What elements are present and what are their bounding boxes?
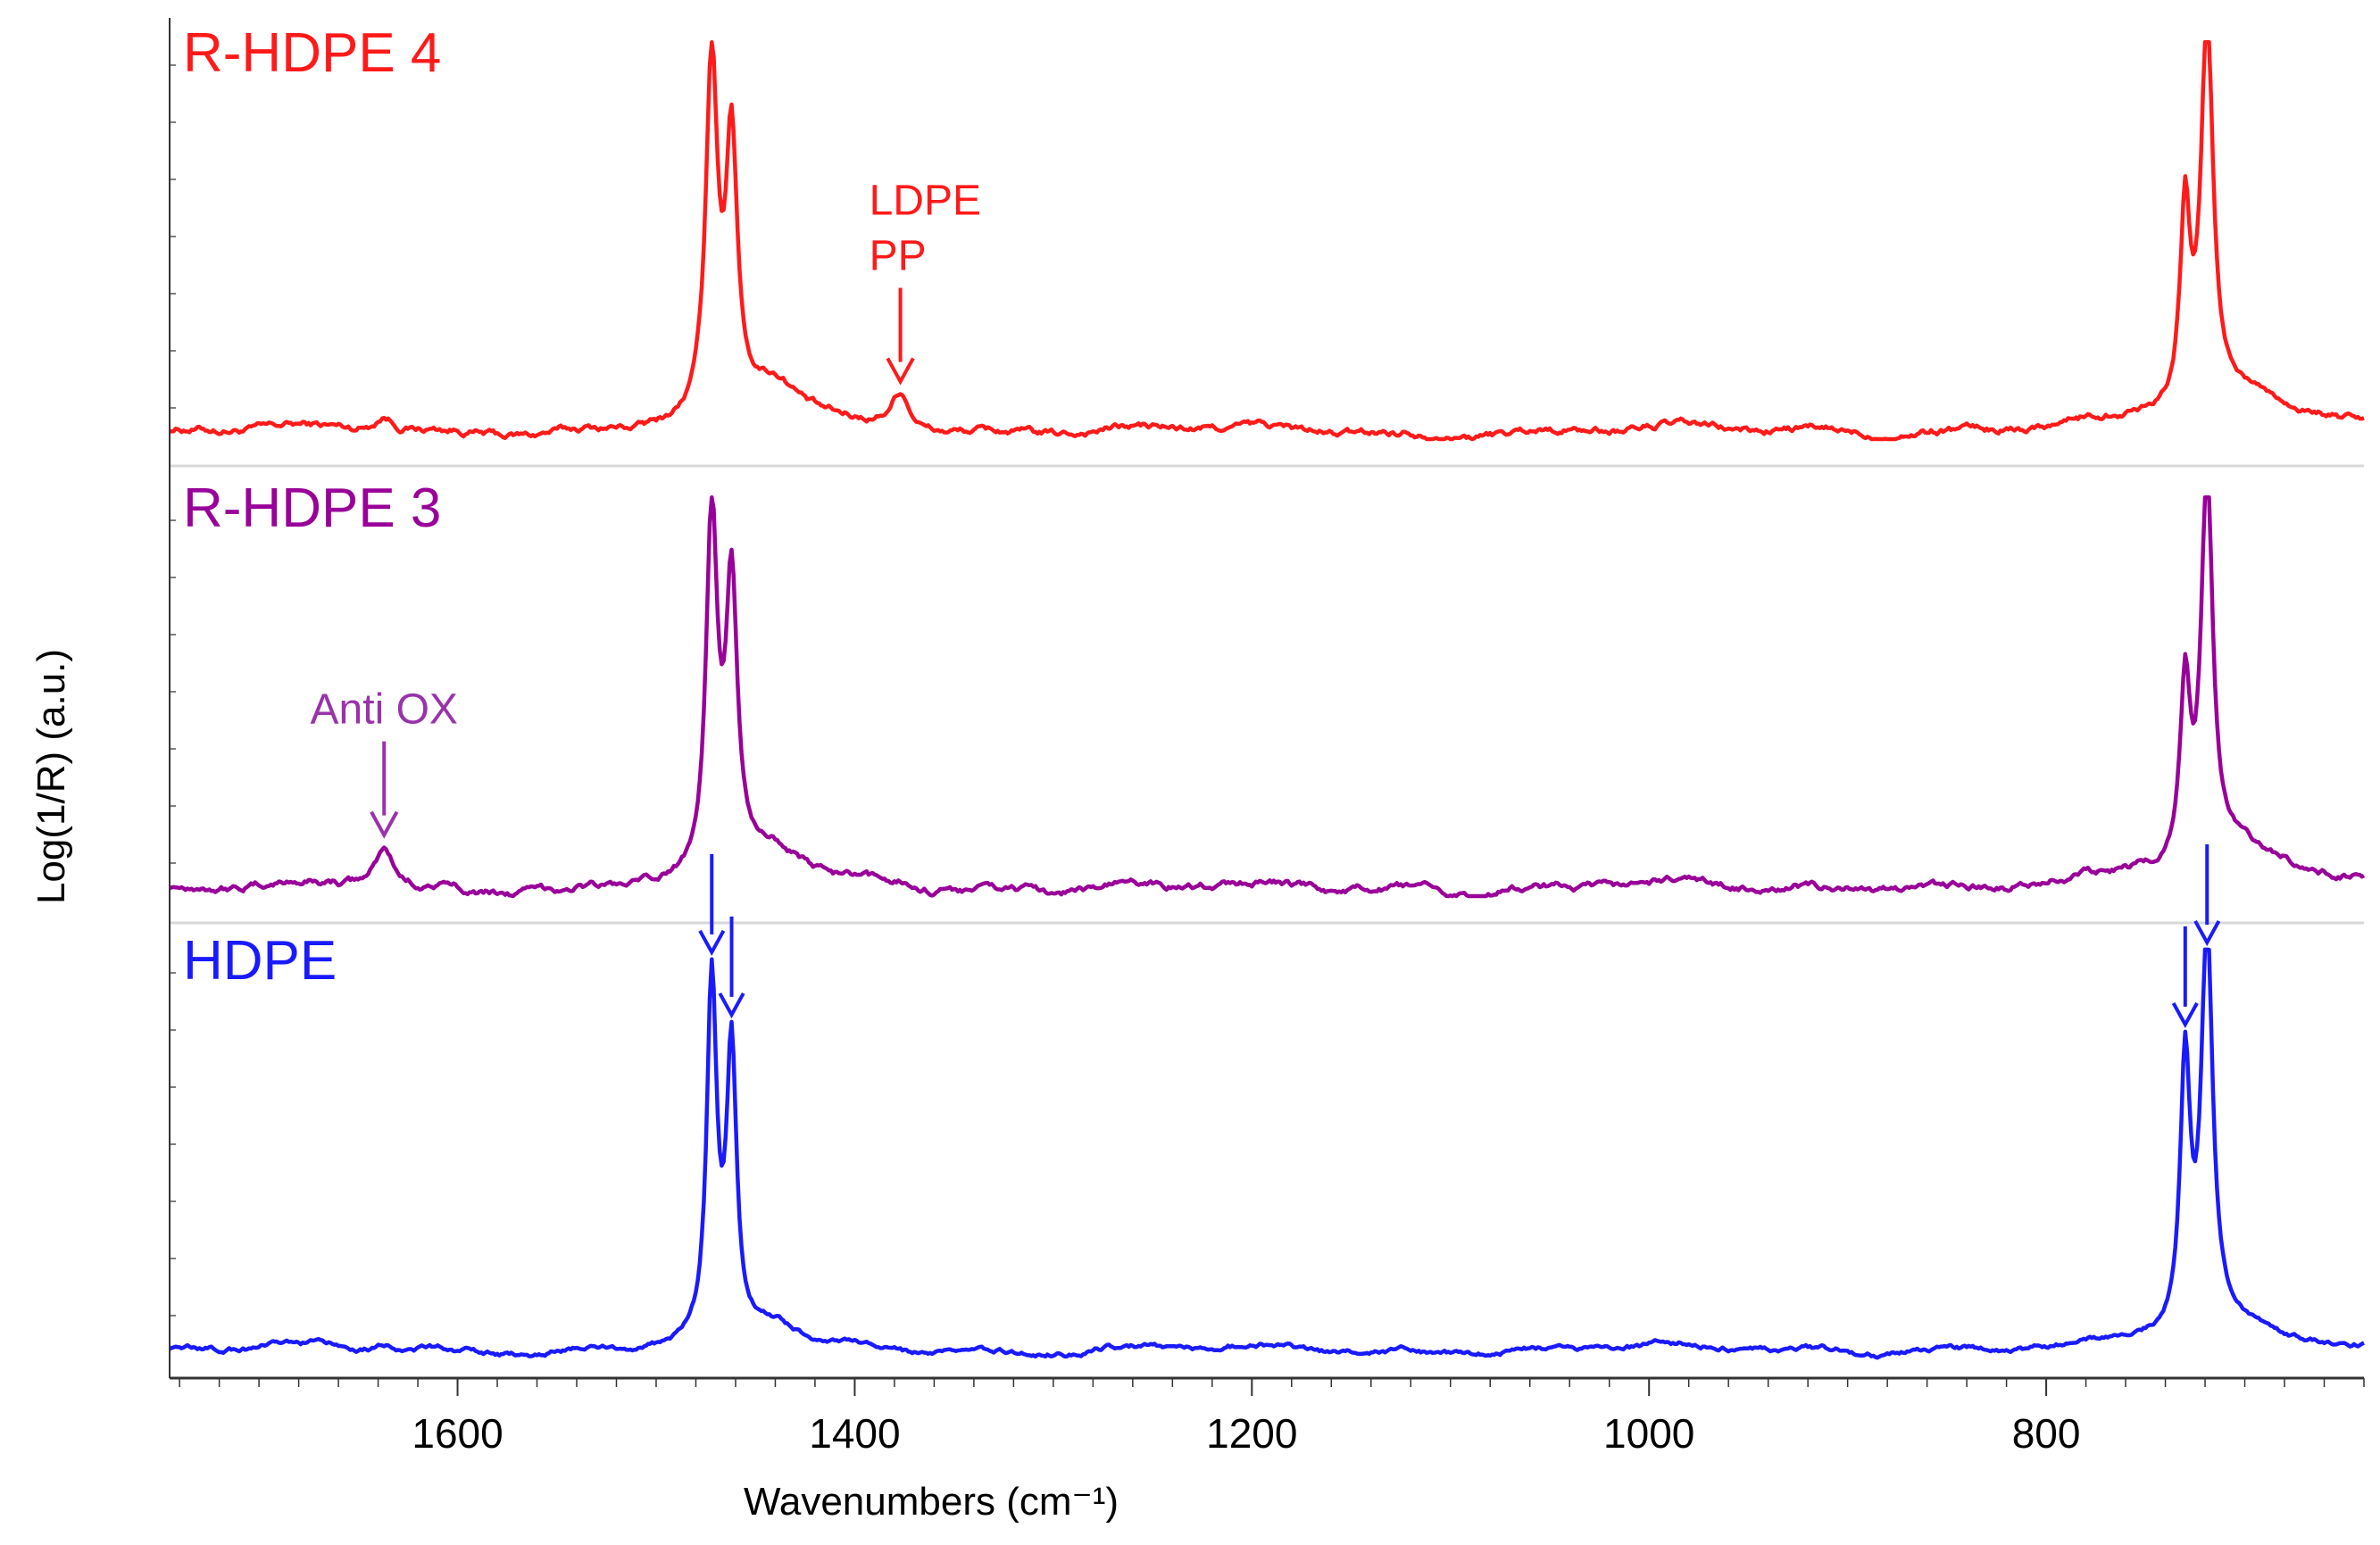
annotation: LDPE PP (870, 177, 981, 386)
panel-hdpe: HDPE (168, 930, 2365, 1360)
annotation: Anti OX (311, 686, 458, 839)
arrow-head (698, 929, 726, 956)
annotation-text: Anti OX (311, 686, 458, 734)
series-line-r-hdpe-4 (169, 40, 2365, 442)
x-axis-label: Wavenumbers (cm⁻¹) (744, 1480, 1119, 1524)
peak-marker-arrow (2171, 926, 2199, 1029)
series-line-hdpe (168, 947, 2365, 1360)
series-line-r-hdpe-3 (169, 494, 2366, 899)
y-axis-label: Log(1/R) (a.u.) (29, 649, 73, 904)
arrow-head (2171, 1001, 2199, 1029)
annotation-text: PP (870, 232, 927, 279)
arrow-head (2193, 919, 2221, 947)
peak-marker-arrow (698, 853, 726, 956)
arrow-head (718, 992, 745, 1019)
x-tick-label: 1600 (412, 1410, 503, 1457)
annotation-text: LDPE (870, 177, 981, 224)
axes: 1600 1400 1200 1000 800 (169, 18, 2365, 1457)
series-label: HDPE (183, 930, 337, 992)
arrow-head (886, 357, 915, 386)
series-label: R-HDPE 4 (183, 22, 441, 84)
arrow-head (370, 810, 399, 839)
peak-marker-arrow (718, 916, 745, 1019)
x-tick-label: 800 (2012, 1410, 2081, 1457)
x-tick-label: 1400 (809, 1410, 900, 1457)
x-tick-label: 1200 (1206, 1410, 1297, 1457)
x-tick-label: 1000 (1603, 1410, 1694, 1457)
panels: R-HDPE 4 R-HDPE 3 HDPE LDPE PP Anti OX (168, 22, 2366, 1360)
panel-r-hdpe-4: R-HDPE 4 (169, 22, 2365, 468)
panel-r-hdpe-3: R-HDPE 3 (169, 478, 2366, 925)
series-label: R-HDPE 3 (183, 478, 441, 539)
peak-marker-arrow (2193, 843, 2221, 947)
